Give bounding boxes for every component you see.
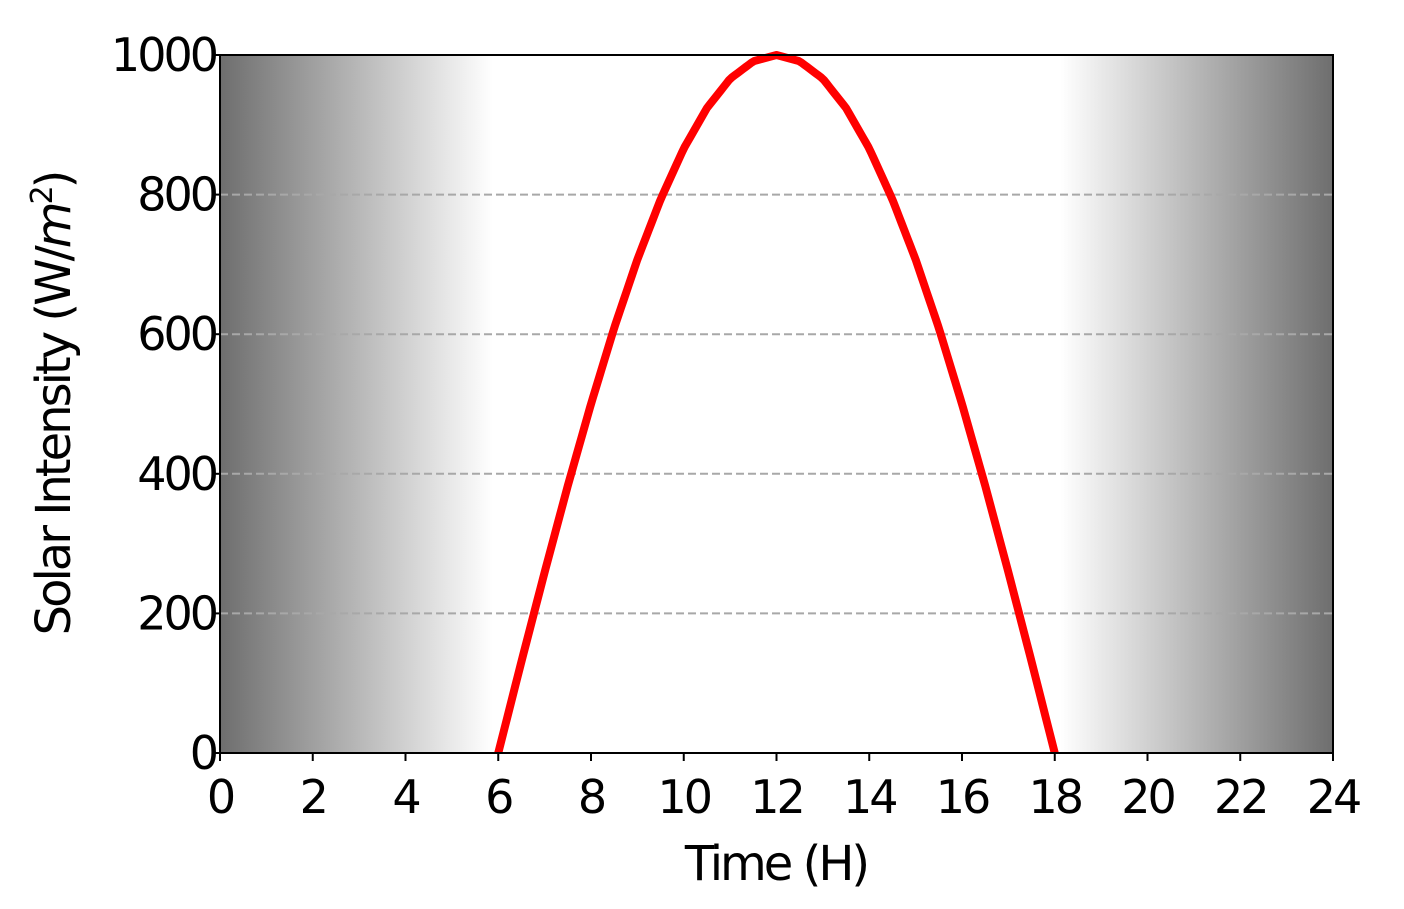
- plot-background: [220, 55, 1333, 753]
- grid-lines: [220, 193, 1333, 615]
- x-tick-label: 20: [1121, 770, 1174, 824]
- x-axis-title: Time (H): [684, 836, 867, 892]
- y-axis-title-exponent: 2: [25, 187, 60, 204]
- y-tick-label: 200: [137, 586, 217, 640]
- x-tick-label: 8: [578, 770, 605, 824]
- y-axis-title-prefix: Solar Intensity (W/: [26, 244, 82, 635]
- y-axis: 0 200 400 600 800 1000: [111, 28, 220, 780]
- y-axis-title-unit: m: [26, 204, 82, 248]
- y-tick-label: 800: [137, 168, 217, 222]
- x-tick-label: 14: [843, 770, 896, 824]
- x-tick-label: 2: [300, 770, 326, 824]
- x-tick-label: 12: [750, 770, 803, 824]
- x-tick-label: 0: [207, 770, 234, 824]
- y-tick-label: 0: [190, 726, 217, 780]
- y-axis-title: Solar Intensity (W/m2): [25, 173, 82, 636]
- x-axis: 0 2 4 6 8 10 12 14 16 18 20 22 24: [207, 753, 1363, 824]
- x-tick-label: 16: [936, 770, 989, 824]
- x-tick-label: 24: [1307, 770, 1360, 824]
- y-tick-label: 600: [137, 307, 217, 361]
- y-axis-title-suffix: ): [26, 173, 82, 189]
- x-tick-label: 22: [1214, 770, 1267, 824]
- y-tick-label: 400: [137, 447, 217, 501]
- x-tick-label: 10: [657, 770, 710, 824]
- x-tick-label: 4: [392, 770, 419, 824]
- x-tick-label: 6: [485, 770, 512, 824]
- x-tick-label: 18: [1028, 770, 1081, 824]
- y-tick-label: 1000: [111, 28, 217, 82]
